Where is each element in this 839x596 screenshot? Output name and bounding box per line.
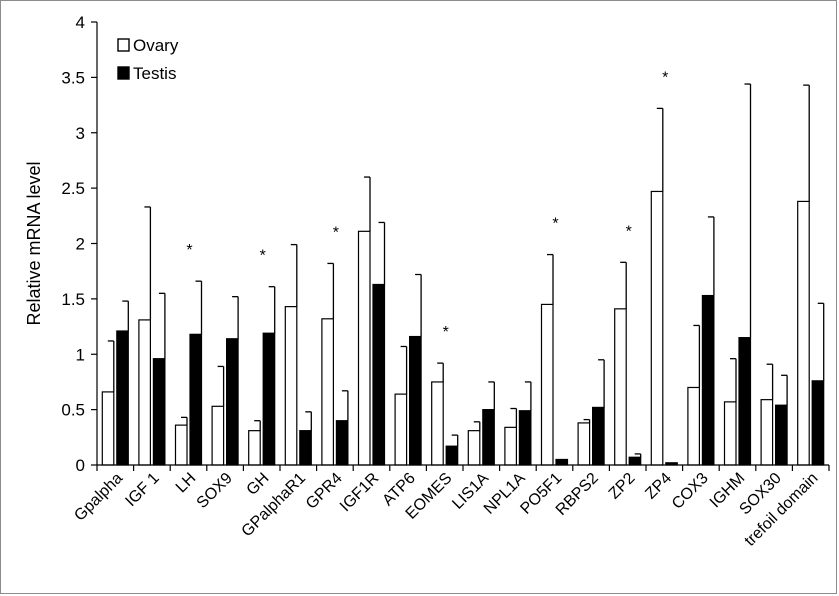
testis-bar — [189, 333, 203, 466]
ovary-bar — [138, 319, 151, 466]
x-category-label: IGF1R — [337, 470, 382, 515]
significance-star: * — [552, 216, 558, 233]
x-category-label: GH — [244, 470, 273, 499]
testis-bar — [445, 445, 459, 466]
significance-star: * — [626, 223, 632, 240]
testis-bar — [701, 294, 715, 466]
ovary-bar — [321, 318, 334, 466]
x-category-label: LH — [173, 470, 199, 496]
ovary-bar — [650, 190, 664, 466]
testis-bar — [226, 338, 239, 466]
testis-bar — [372, 283, 386, 466]
testis-bar — [152, 358, 166, 466]
ovary-bar — [394, 393, 408, 466]
significance-star: * — [186, 242, 192, 259]
legend-label-testis: Testis — [133, 64, 176, 83]
bar-marks — [101, 190, 825, 466]
y-tick-label: 1 — [76, 345, 85, 364]
x-category-label: Gpalpha — [71, 470, 126, 525]
x-category-label: IGF 1 — [122, 470, 162, 510]
x-category-label: SOX9 — [194, 470, 236, 512]
ovary-bar — [687, 386, 701, 466]
x-category-label: ZP4 — [642, 470, 675, 503]
significance-star: * — [443, 324, 449, 341]
significance-star: * — [333, 224, 339, 241]
testis-bar — [335, 420, 349, 466]
ovary-bar — [577, 422, 591, 466]
ovary-bar — [797, 200, 810, 466]
ovary-bar — [540, 303, 554, 466]
legend: Ovary Testis — [117, 36, 179, 83]
ovary-bar — [248, 430, 261, 466]
testis-bar — [518, 410, 532, 466]
y-tick-label: 0 — [76, 456, 85, 475]
y-axis-ticks: 0 0.5 1 1.5 2 2.5 3 3.5 4 — [61, 13, 830, 475]
testis-bar — [299, 430, 312, 466]
ovary-bar — [357, 230, 371, 466]
legend-swatch-testis — [117, 66, 130, 80]
testis-bar — [116, 330, 129, 466]
y-tick-label: 3.5 — [61, 68, 85, 87]
y-tick-label: 3 — [76, 124, 85, 143]
y-tick-label: 2.5 — [61, 179, 85, 198]
testis-bar — [738, 337, 752, 466]
ovary-bar — [504, 426, 517, 466]
x-category-label: ZP2 — [606, 470, 639, 503]
error-bars — [107, 83, 825, 458]
testis-bar — [591, 406, 605, 466]
testis-bar — [774, 404, 788, 466]
ovary-bar — [101, 391, 115, 466]
ovary-bar — [760, 399, 774, 466]
testis-bar — [811, 380, 825, 466]
testis-bar — [482, 409, 495, 466]
y-tick-label: 1.5 — [61, 290, 85, 309]
ovary-bar — [174, 424, 188, 466]
testis-bar — [262, 332, 276, 466]
y-axis-title: Relative mRNA level — [24, 161, 44, 325]
testis-bar — [628, 456, 642, 466]
y-tick-label: 2 — [76, 235, 85, 254]
testis-bar — [409, 335, 422, 466]
significance-star: * — [662, 69, 668, 86]
y-tick-label: 4 — [76, 13, 85, 32]
ovary-bar — [723, 401, 737, 466]
x-category-label: COX3 — [669, 470, 712, 513]
ovary-bar — [467, 430, 481, 466]
ovary-bar — [284, 306, 298, 466]
ovary-bar — [211, 405, 225, 466]
ovary-bar — [614, 308, 627, 466]
significance-star: * — [260, 248, 266, 265]
legend-label-ovary: Ovary — [133, 36, 179, 55]
legend-swatch-ovary — [117, 38, 130, 52]
y-tick-label: 0.5 — [61, 401, 85, 420]
significance-markers: * * * * * * * — [186, 69, 668, 341]
ovary-bar — [431, 381, 444, 466]
testis-bar — [555, 458, 569, 466]
